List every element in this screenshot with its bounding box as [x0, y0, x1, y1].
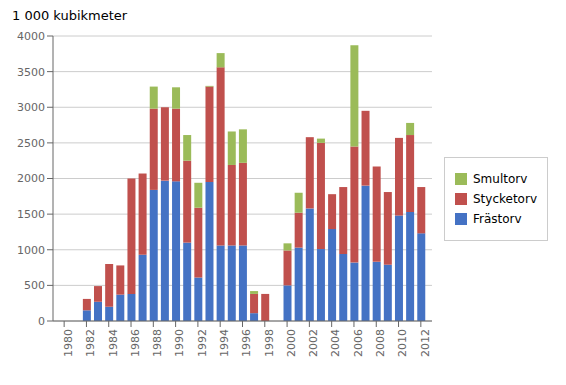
svg-text:2000: 2000: [285, 329, 298, 357]
svg-text:4000: 4000: [17, 30, 45, 43]
svg-text:1000: 1000: [17, 244, 45, 257]
svg-text:1990: 1990: [173, 329, 186, 357]
svg-text:2002: 2002: [307, 329, 320, 357]
svg-text:1998: 1998: [263, 329, 276, 357]
svg-text:2008: 2008: [374, 329, 387, 357]
html-text:Frästorv: Frästorv: [473, 211, 522, 226]
svg-text:2000: 2000: [17, 172, 45, 185]
svg-text:1984: 1984: [107, 329, 120, 357]
svg-text:1986: 1986: [129, 329, 142, 357]
svg-text:2004: 2004: [329, 329, 342, 357]
svg-text:1988: 1988: [151, 329, 164, 357]
svg-text:1996: 1996: [240, 329, 253, 357]
svg-text:1982: 1982: [84, 329, 97, 357]
svg-text:1500: 1500: [17, 208, 45, 221]
svg-text:3500: 3500: [17, 66, 45, 79]
svg-text:1994: 1994: [218, 329, 231, 357]
svg-text:2010: 2010: [396, 329, 409, 357]
svg-text:1992: 1992: [196, 329, 209, 357]
svg-text:1980: 1980: [62, 329, 75, 357]
svg-text:2006: 2006: [352, 329, 365, 357]
html-text:1 000 kubikmeter: 1 000 kubikmeter: [12, 8, 128, 23]
svg-text:2012: 2012: [419, 329, 432, 357]
svg-text:500: 500: [24, 279, 45, 292]
svg-text:3000: 3000: [17, 101, 45, 114]
html-text:Smultorv: Smultorv: [473, 171, 528, 186]
html-text:Stycketorv: Stycketorv: [473, 191, 537, 206]
svg-text:2500: 2500: [17, 137, 45, 150]
svg-text:0: 0: [38, 315, 45, 328]
